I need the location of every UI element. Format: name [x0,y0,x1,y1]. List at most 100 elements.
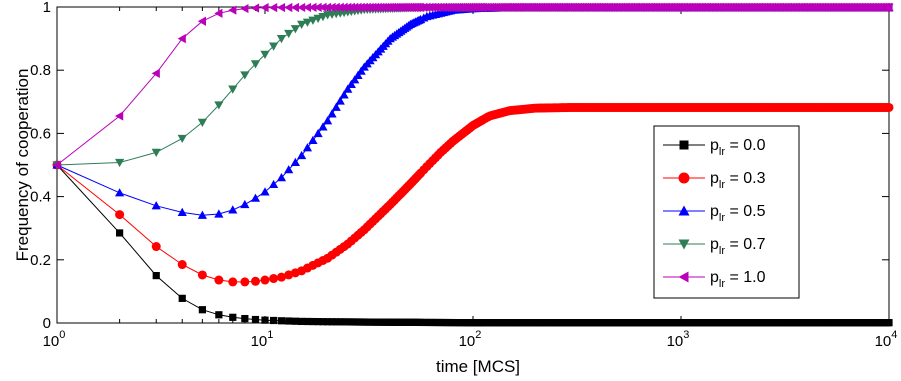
series-point [214,101,224,110]
series-point [241,314,249,323]
series-point [339,90,349,99]
y-tick-label: 0.8 [30,62,51,79]
series-point [884,102,894,112]
series-point [260,275,270,285]
series-point [332,318,340,326]
series-point [197,210,207,219]
x-tick-label: 100 [43,329,66,350]
y-tick-label: 0.2 [30,252,51,269]
legend-box [653,125,800,299]
series-point [214,209,224,218]
legend-marker [678,239,690,250]
series-point [115,210,125,220]
series-point [291,317,299,325]
series-point [269,179,279,189]
series-point [290,2,299,13]
series-point [353,70,363,80]
series-point [302,2,312,13]
x-tick-label: 101 [251,329,274,350]
series-point [297,2,306,13]
series-point [52,160,61,170]
series-point [308,135,318,144]
series-point [276,35,287,44]
series-point [197,270,207,280]
series-point [343,84,353,93]
x-tick-label: 102 [459,329,482,350]
series-point [284,2,293,13]
series-point [269,42,279,51]
series-point [335,96,345,105]
series-point [324,318,332,326]
series-point [151,201,161,210]
legend-entry: plr = 0.5 [710,203,766,224]
series-point [178,294,186,302]
legend-marker [678,271,689,283]
series-point [228,5,237,15]
x-axis-title: time [MCS] [436,357,520,376]
series-point [240,277,250,287]
series-point [356,66,366,75]
series-point [290,25,300,34]
series-point [328,318,336,326]
x-tick-label: 103 [667,329,690,350]
series-point [151,148,161,157]
series-point [323,116,333,125]
legend-entry: plr = 0.0 [710,137,766,158]
series-point [331,102,341,111]
series-point [319,318,327,326]
x-tick-label: 104 [875,329,898,350]
series-point [323,2,332,12]
series-point [336,318,344,326]
legend-entry: plr = 0.3 [710,170,766,191]
series-point [285,317,293,325]
series-4 [52,2,893,170]
y-axis-title: Frequency of cooperation [13,69,32,262]
series-0 [53,161,893,327]
legend-entry: plr = 1.0 [710,269,766,290]
series-point [177,260,187,270]
series-point [177,134,187,144]
series-point [318,122,328,131]
series-point [197,118,207,127]
series-point [228,205,238,214]
series-point [350,75,360,84]
series-point [260,50,270,59]
y-tick-label: 0.6 [30,125,51,142]
series-point [269,274,279,284]
series-point [290,157,300,166]
series-point [313,14,323,23]
series-point [214,275,224,285]
series-point [303,317,312,326]
series-point [297,150,307,160]
series-point [276,272,286,282]
series-point [228,277,238,287]
series-point [115,158,125,168]
series-point [260,187,270,196]
series-point [250,193,261,202]
series-point [309,317,317,326]
series-point [327,109,337,118]
series-point [313,2,322,12]
series-point [885,319,893,327]
series-point [302,143,313,152]
y-tick-label: 1 [43,0,51,16]
y-tick-label: 0.4 [30,189,51,206]
series-point [240,71,250,80]
series-point [198,306,206,314]
series-point [115,188,125,197]
series-point [327,2,336,12]
series-point [229,313,237,321]
series-point [228,85,238,94]
series-point [308,2,317,12]
series-point [284,29,294,39]
series-point [151,242,161,252]
legend-marker [679,140,689,150]
series-point [115,111,124,121]
legend: plr = 0.0 plr = 0.3 plr = 0.5 plr = 0.7 plr … [653,125,800,299]
series-point [260,3,269,13]
series-point [240,3,249,14]
y-tick-label: 0 [43,315,51,332]
series-point [313,128,323,138]
series-point [116,229,124,237]
